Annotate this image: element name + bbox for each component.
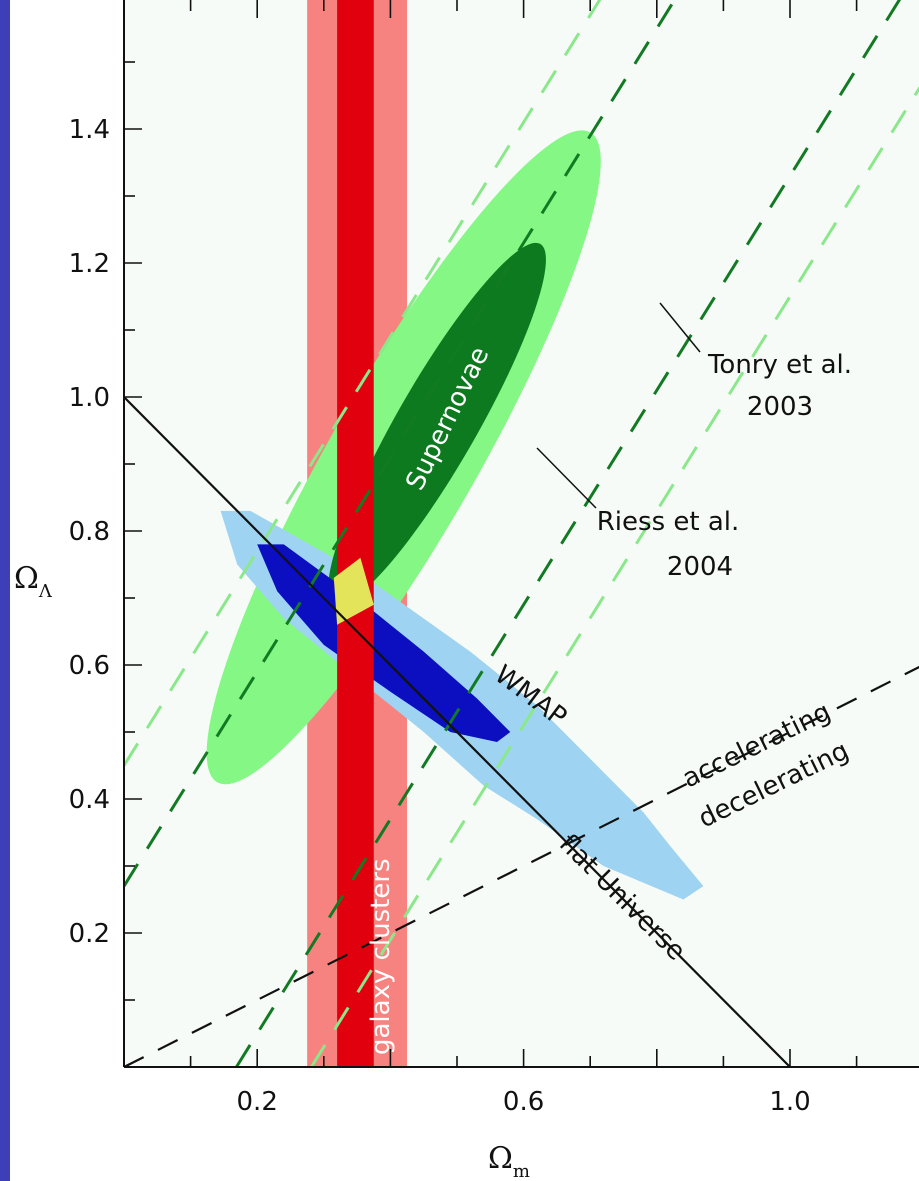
riess-dashed-line-lower — [235, 0, 902, 1067]
lines-layer — [124, 0, 919, 1067]
tonry-dashed-line-upper — [124, 0, 602, 767]
x-tick-labels: 0.2 0.6 1.0 — [237, 1087, 811, 1117]
x-tick-label: 1.0 — [769, 1087, 810, 1117]
tonry-leader-line — [659, 302, 701, 353]
y-tick-label: 1.2 — [69, 249, 110, 279]
y-tick-label: 0.8 — [69, 517, 110, 547]
x-tick-label: 0.6 — [503, 1087, 544, 1117]
axes-layer: 0.2 0.4 0.6 0.8 1.0 1.2 1.4 0.2 0.6 1.0 — [69, 0, 919, 1117]
y-tick-labels: 0.2 0.4 0.6 0.8 1.0 1.2 1.4 — [69, 115, 110, 949]
tick-marks — [123, 0, 858, 1067]
y-tick-label: 1.0 — [69, 383, 110, 413]
y-axis-title-sub: Λ — [38, 581, 53, 602]
supernovae-inner-contour — [328, 242, 546, 605]
tonry-label-line2: 2003 — [747, 392, 813, 422]
tonry-label-line1: Tonry et al. — [707, 350, 852, 380]
y-tick-label: 0.4 — [69, 785, 110, 815]
y-tick-label: 1.4 — [69, 115, 110, 145]
riess-label-line2: 2004 — [667, 552, 733, 582]
y-tick-label: 0.2 — [69, 919, 110, 949]
tonry-dashed-line-lower — [310, 86, 919, 1067]
riess-leader-line — [536, 447, 597, 509]
riess-label-line1: Riess et al. — [597, 507, 740, 537]
concordance-overlap-region — [333, 557, 374, 625]
galaxy-clusters-label: galaxy clusters — [366, 858, 396, 1055]
x-tick-label: 0.2 — [237, 1087, 278, 1117]
x-axis-title-main: Ω — [488, 1141, 513, 1176]
y-axis-title-main: Ω — [14, 561, 39, 596]
flat-universe-line — [124, 396, 791, 1067]
y-tick-label: 0.6 — [69, 651, 110, 681]
x-axis-title: Ωm — [488, 1141, 530, 1181]
y-axis-title: ΩΛ — [14, 561, 53, 602]
x-axis-title-sub: m — [513, 1161, 530, 1181]
